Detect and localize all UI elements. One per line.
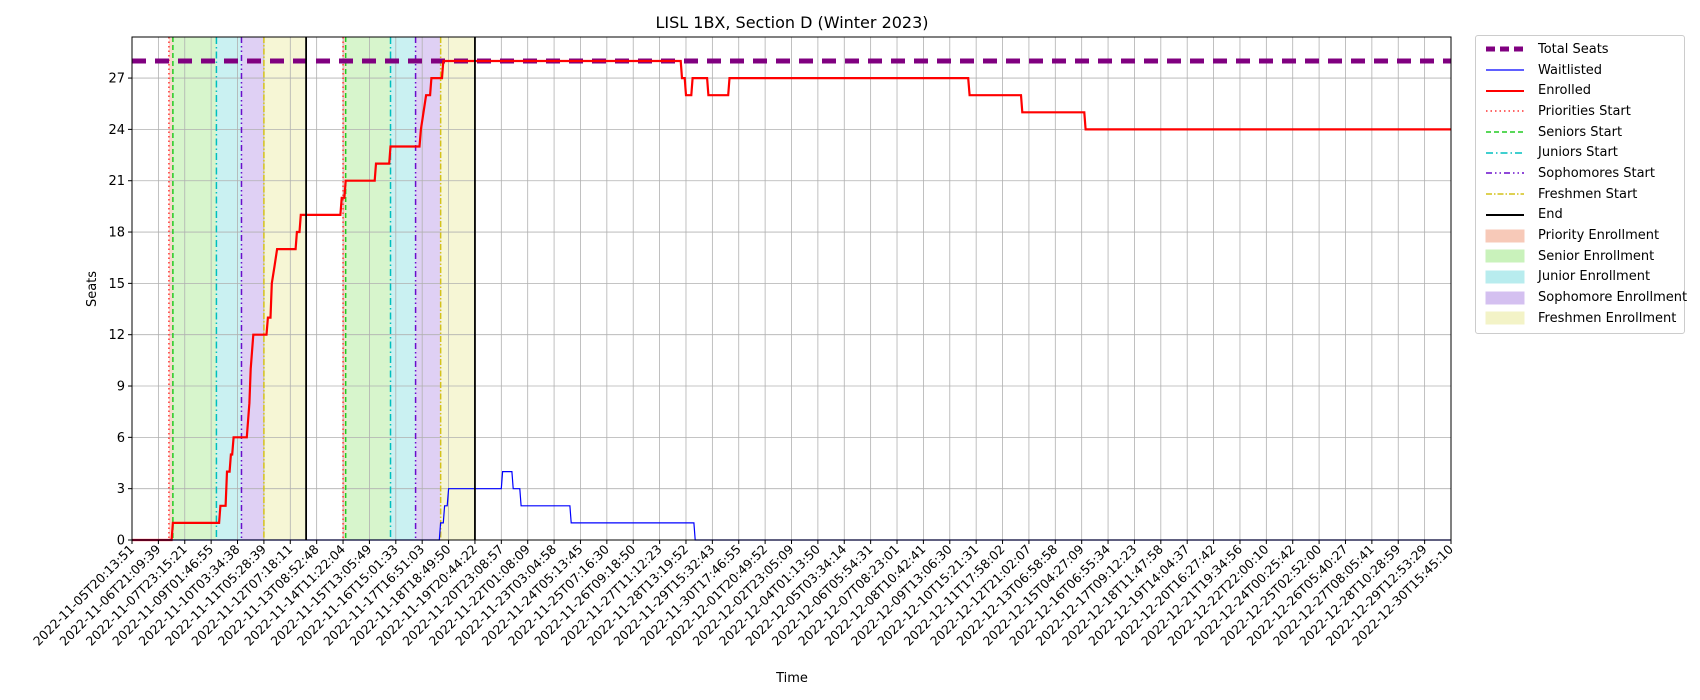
legend-item: Juniors Start — [1476, 142, 1684, 163]
legend-label: Freshmen Enrollment — [1538, 310, 1677, 326]
y-tick-label: 24 — [108, 123, 125, 138]
band-priority-enrollment — [343, 37, 346, 540]
legend: Total Seats Waitlisted Enrolled Priorities … — [1475, 35, 1688, 334]
legend-swatch — [1486, 131, 1524, 133]
y-tick-label: 9 — [117, 380, 125, 395]
legend-item: Priorities Start — [1476, 101, 1684, 122]
band-sophomore-enrollment — [241, 37, 264, 540]
y-tick-label: 0 — [117, 534, 125, 549]
y-tick-label: 18 — [108, 226, 125, 241]
y-axis-label: Seats — [85, 271, 100, 307]
legend-swatch — [1485, 270, 1525, 284]
legend-swatch — [1486, 110, 1524, 113]
y-tick-label: 21 — [108, 174, 125, 189]
band-freshmen-enrollment — [440, 37, 475, 540]
band-senior-enrollment — [345, 37, 391, 540]
legend-swatch — [1485, 249, 1525, 263]
legend-item: Priority Enrollment — [1476, 225, 1684, 246]
legend-label: End — [1538, 207, 1563, 223]
y-tick-label: 27 — [108, 72, 125, 87]
y-tick-label: 15 — [108, 277, 125, 292]
chart-title: LISL 1BX, Section D (Winter 2023) — [655, 13, 928, 32]
legend-label: Priority Enrollment — [1538, 228, 1660, 244]
legend-swatch — [1486, 213, 1524, 216]
legend-label: Junior Enrollment — [1538, 269, 1651, 285]
legend-swatch — [1485, 229, 1525, 243]
waitlisted-line — [132, 471, 1451, 541]
x-axis-label: Time — [775, 671, 808, 686]
legend-swatch — [1486, 89, 1524, 92]
legend-swatch — [1485, 311, 1525, 325]
legend-item: Freshmen Start — [1476, 184, 1684, 205]
legend-label: Juniors Start — [1538, 145, 1618, 161]
legend-item: Sophomores Start — [1476, 163, 1684, 184]
legend-swatch — [1486, 172, 1524, 175]
legend-item: Total Seats — [1476, 39, 1684, 60]
legend-item: Waitlisted — [1476, 60, 1684, 81]
legend-item: Freshmen Enrollment — [1476, 308, 1684, 329]
legend-label: Total Seats — [1538, 41, 1609, 57]
legend-item: Seniors Start — [1476, 122, 1684, 143]
legend-label: Waitlisted — [1538, 62, 1603, 78]
legend-label: Senior Enrollment — [1538, 248, 1655, 264]
legend-swatch — [1485, 291, 1525, 305]
y-tick-label: 12 — [108, 328, 125, 343]
legend-swatch — [1486, 193, 1524, 195]
legend-label: Enrolled — [1538, 83, 1591, 99]
legend-item: Junior Enrollment — [1476, 267, 1684, 288]
legend-label: Sophomore Enrollment — [1538, 290, 1688, 306]
band-junior-enrollment — [390, 37, 416, 540]
legend-item: Enrolled — [1476, 80, 1684, 101]
y-tick-label: 6 — [117, 431, 125, 446]
legend-item: Senior Enrollment — [1476, 246, 1684, 267]
band-sophomore-enrollment — [415, 37, 441, 540]
enrolled-line — [132, 59, 1451, 542]
legend-label: Sophomores Start — [1538, 165, 1655, 181]
legend-item: Sophomore Enrollment — [1476, 287, 1688, 308]
band-freshmen-enrollment — [263, 37, 307, 540]
legend-item: End — [1476, 205, 1684, 226]
legend-label: Freshmen Start — [1538, 186, 1638, 202]
plot-area: 03691215182124272022-11-05T20:13:512022-… — [30, 36, 1456, 649]
legend-swatch — [1486, 46, 1524, 52]
band-senior-enrollment — [172, 37, 217, 540]
legend-label: Priorities Start — [1538, 103, 1631, 119]
legend-swatch — [1486, 69, 1524, 71]
band-priority-enrollment — [168, 37, 173, 540]
legend-label: Seniors Start — [1538, 124, 1623, 140]
y-tick-label: 3 — [117, 482, 125, 497]
legend-swatch — [1486, 152, 1524, 154]
